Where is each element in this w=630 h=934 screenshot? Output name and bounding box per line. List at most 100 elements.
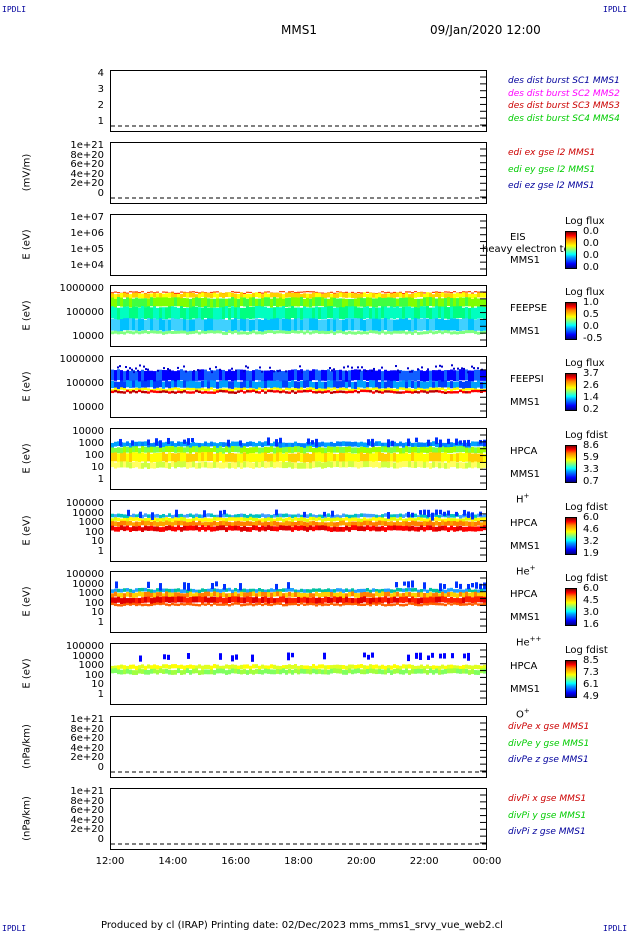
spectrogram-cell <box>237 517 240 521</box>
spectrogram-cell <box>255 593 258 598</box>
spectrogram-cell <box>195 330 198 334</box>
spectrogram-cell <box>150 603 153 607</box>
spectrogram-cell <box>447 664 450 669</box>
spectrogram-cell <box>435 381 438 389</box>
spectrogram-cell <box>336 597 339 604</box>
spectrogram-cell <box>177 297 180 307</box>
spectrogram-cell <box>420 388 423 391</box>
spectrogram-cell <box>174 297 177 307</box>
spectrogram-cell <box>324 603 327 606</box>
spectrogram-cell <box>117 369 120 381</box>
spectrogram-cell <box>135 387 138 391</box>
spectrogram-cell <box>330 291 333 293</box>
spectrogram-cell <box>347 365 349 368</box>
spectrogram-cell <box>381 318 384 331</box>
spectrogram-cell <box>255 331 258 335</box>
spectrogram-cell <box>351 306 354 319</box>
spectrogram-cell <box>369 369 372 381</box>
spectrogram-cell <box>450 292 453 294</box>
spectrogram-cell <box>333 514 336 519</box>
spectrogram-cell <box>252 319 255 332</box>
spectrogram-cell <box>411 461 414 468</box>
spectrogram-cell <box>207 318 210 331</box>
spectrogram-cell <box>246 517 249 522</box>
spectrogram-cell <box>441 318 444 331</box>
spectrogram-cell <box>432 669 435 675</box>
spectrogram-cell <box>372 380 375 388</box>
spectrogram-cell <box>423 526 426 532</box>
spectrogram-cell <box>369 390 372 393</box>
spectrogram-cell <box>312 390 315 394</box>
spectrogram-cell <box>255 306 258 319</box>
spectrogram-cell <box>207 388 210 391</box>
spectrogram-cell <box>252 517 255 522</box>
spectrogram-cell <box>324 669 327 675</box>
spectrogram-cell <box>438 517 441 522</box>
spectrogram-cell <box>291 442 294 448</box>
spectrogram-cell <box>339 603 342 607</box>
spectrogram-cell <box>114 588 117 593</box>
spectrogram-cell <box>306 665 309 670</box>
spectrogram-cell <box>132 452 135 462</box>
y-tick-label: 3 <box>97 84 104 95</box>
spectrogram-cell <box>480 381 483 389</box>
spectrogram-cell <box>180 291 183 293</box>
spectrogram-cell <box>387 387 390 391</box>
spectrogram-cell <box>315 369 318 381</box>
spectrogram-cell <box>300 462 303 469</box>
spectrogram-cell <box>306 522 309 528</box>
spectrogram-cell <box>357 597 360 604</box>
spectrogram-cell <box>393 441 396 447</box>
spectrogram-cell <box>277 370 279 373</box>
spectrogram-cell <box>375 669 378 675</box>
spectrogram-cell <box>222 592 225 598</box>
spectrogram-cell <box>279 381 282 389</box>
spectrogram-cell <box>267 589 270 593</box>
spectrogram-cell <box>375 307 378 320</box>
spectrogram-cell <box>168 664 171 670</box>
colorbar <box>565 588 577 626</box>
spectrogram-cell <box>167 654 170 660</box>
spectrogram-cell <box>135 521 138 527</box>
spectrogram-cell <box>294 589 297 594</box>
spectrogram-cell <box>483 330 486 334</box>
spectrogram-cell <box>192 387 195 391</box>
spectrogram-cell <box>408 330 411 334</box>
spectrogram-cell <box>276 330 279 334</box>
spectrogram-cell <box>180 670 183 675</box>
spectrogram-cell <box>441 331 444 335</box>
spectrogram-cell <box>477 369 480 381</box>
spectrogram-cell <box>405 446 408 453</box>
spectrogram-cell <box>204 319 207 332</box>
spectrogram-cell <box>297 517 300 522</box>
spectrogram-cell <box>345 388 348 391</box>
spectrogram-cell <box>330 461 333 468</box>
spectrogram-cell <box>141 452 144 462</box>
y-tick-label: 2e+20 <box>70 752 104 764</box>
spectrogram-cell <box>276 387 279 391</box>
spectrogram-cell <box>198 447 201 454</box>
spectrogram-cell <box>210 441 213 447</box>
spectrogram-cell <box>192 518 195 522</box>
spectrogram-cell <box>450 442 453 448</box>
spectrogram-cell <box>366 370 369 381</box>
y-tick-label: 100000 <box>65 498 104 509</box>
spectrogram-cell <box>444 293 447 298</box>
spectrogram-cell <box>168 306 171 319</box>
spectrogram-cell <box>420 446 423 453</box>
spectrogram-cell <box>462 292 465 298</box>
colorbar-tick-label: 3.3 <box>583 463 599 475</box>
spectrogram-cell <box>462 330 465 334</box>
spectrogram-cell <box>396 443 399 448</box>
colorbar-tick-label: 0.0 <box>583 226 599 237</box>
spectrogram-cell <box>405 388 408 391</box>
spectrogram-cell <box>384 292 387 294</box>
spectrogram-cell <box>219 589 222 593</box>
spectrogram-cell <box>423 521 426 526</box>
spectrogram-cell <box>123 597 126 604</box>
spectrogram-cell <box>330 318 333 331</box>
spectrogram-cell <box>207 588 210 593</box>
spectrogram-cell <box>439 653 442 659</box>
spectrogram-cell <box>132 526 135 531</box>
spectrogram-cell <box>426 370 429 381</box>
